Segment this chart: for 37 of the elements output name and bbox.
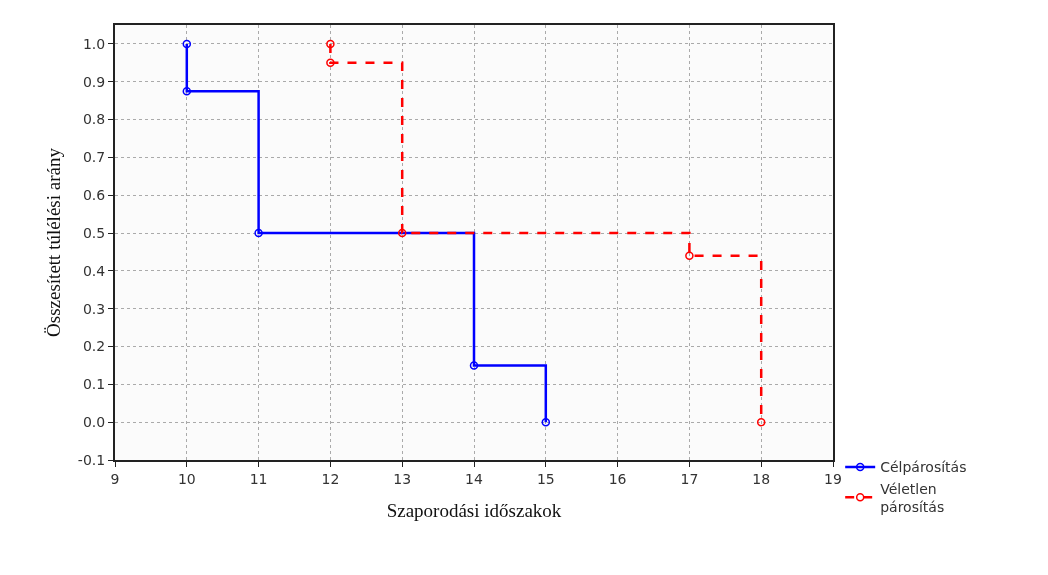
- x-tick-label: 14: [465, 470, 483, 487]
- x-tick-label: 12: [321, 470, 340, 487]
- x-tick-label: 17: [680, 470, 699, 487]
- y-tick-label: 0.8: [82, 111, 106, 128]
- y-tick-label: -0.1: [77, 451, 106, 468]
- point: [541, 417, 551, 427]
- y-tick-label: 0.3: [82, 300, 106, 317]
- y-tick-label: 0.2: [82, 338, 106, 355]
- point: [182, 86, 192, 96]
- y-tick-label: 1.0: [82, 35, 106, 52]
- point: [326, 39, 335, 49]
- point: [469, 361, 479, 370]
- point: [326, 58, 335, 68]
- point: [182, 39, 192, 49]
- point: [397, 228, 407, 238]
- x-axis-title: Szaporodási időszakok: [386, 500, 562, 522]
- y-tick-label: 0.5: [82, 224, 106, 241]
- y-tick-label: 0.7: [82, 149, 106, 166]
- y-tick-label: 0.9: [82, 73, 106, 90]
- x-tick-label: 13: [393, 470, 412, 487]
- point: [756, 417, 766, 427]
- x-tick-label: 11: [249, 470, 268, 487]
- x-tick-label: 15: [536, 470, 555, 487]
- y-axis-title: Összesített túlélési arány: [43, 147, 65, 337]
- y-tick-label: 0.0: [82, 414, 106, 431]
- x-tick-label: 18: [752, 470, 771, 487]
- x-tick-label: 9: [110, 470, 120, 487]
- x-tick-label: 16: [608, 470, 627, 487]
- y-tick-label: 0.4: [82, 262, 106, 279]
- point: [685, 251, 694, 260]
- legend-label: Véletlen párosítás: [880, 480, 945, 515]
- legend-label: Célpárosítás: [880, 459, 967, 476]
- x-tick-label: 10: [177, 470, 196, 487]
- x-tick-label: 19: [824, 470, 842, 487]
- y-tick-label: 0.6: [82, 187, 106, 204]
- point: [254, 228, 263, 238]
- y-tick-label: 0.1: [82, 376, 106, 393]
